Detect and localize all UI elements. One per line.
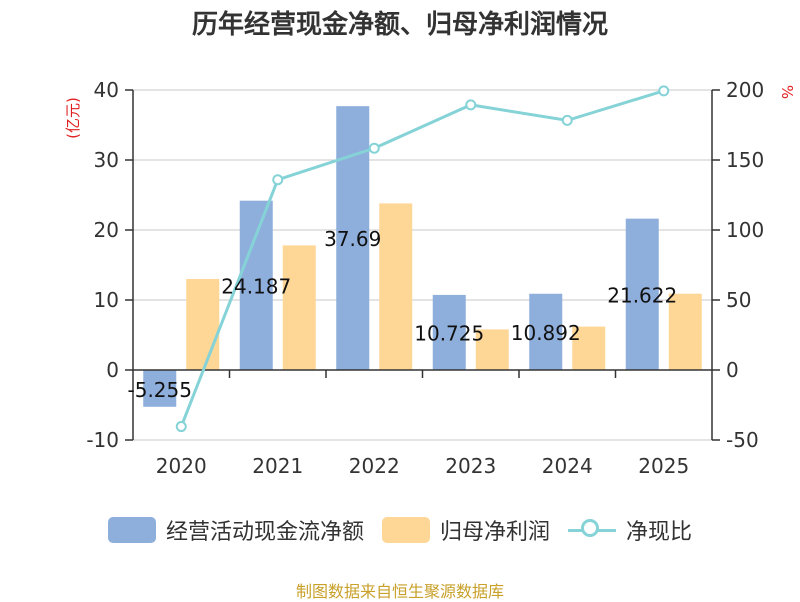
y-right-axis-label: % (778, 85, 796, 99)
data-label-cashflow: 21.622 (607, 283, 677, 307)
point-ratio (272, 174, 284, 186)
y-right-tick-label: 200 (726, 78, 764, 102)
bar-netprofit (572, 326, 606, 370)
bar-cashflow (432, 294, 466, 370)
line-ratio (179, 89, 665, 428)
legend-item-netprofit[interactable]: 归母净利润 (381, 514, 550, 546)
legend-swatch-ratio (568, 517, 616, 543)
y-right-tick-label: 50 (726, 288, 751, 312)
point-ratio (658, 85, 670, 97)
x-tick-label: 2022 (349, 454, 400, 478)
legend-item-cashflow[interactable]: 经营活动现金流净额 (107, 514, 364, 546)
legend: 经营活动现金流净额 归母净利润 净现比 (0, 514, 800, 546)
legend-label-cashflow: 经营活动现金流净额 (165, 520, 364, 545)
y-left-tick-label: 0 (106, 358, 119, 382)
bar-netprofit (475, 329, 509, 370)
y-right-tick-label: 0 (726, 358, 739, 382)
data-label-cashflow: 10.725 (414, 321, 484, 345)
y-right-tick-label: 150 (726, 148, 764, 172)
data-label-cashflow: 37.69 (324, 227, 381, 251)
y-right-tick-label: 100 (726, 218, 764, 242)
x-tick-label: 2023 (445, 454, 496, 478)
bar-cashflow (143, 370, 177, 407)
legend-label-netprofit: 归母净利润 (439, 520, 550, 545)
x-tick-label: 2021 (252, 454, 303, 478)
data-label-cashflow: 24.187 (221, 274, 291, 298)
legend-item-ratio[interactable]: 净现比 (568, 514, 692, 546)
point-ratio (465, 99, 477, 111)
legend-swatch-cashflow (107, 517, 156, 543)
x-tick-label: 2024 (542, 454, 593, 478)
bar-cashflow (529, 293, 563, 370)
y-left-tick-label: 10 (94, 288, 119, 312)
y-right-tick-label: -50 (726, 428, 759, 452)
point-ratio (368, 142, 380, 154)
bar-netprofit (668, 293, 702, 370)
y-left-tick-label: 30 (94, 148, 119, 172)
x-tick-label: 2025 (638, 454, 689, 478)
y-left-tick-label: -10 (86, 428, 119, 452)
data-label-cashflow: 10.892 (511, 321, 581, 345)
source-note: 制图数据来自恒生聚源数据库 (295, 582, 504, 601)
y-left-tick-label: 20 (94, 218, 119, 242)
bar-netprofit (186, 279, 220, 370)
chart-title: 历年经营现金净额、归母净利润情况 (191, 10, 608, 40)
data-label-cashflow: -5.255 (128, 378, 192, 402)
bar-netprofit (379, 203, 413, 370)
legend-label-ratio: 净现比 (626, 520, 693, 545)
bar-cashflow (239, 200, 273, 370)
y-left-tick-label: 40 (94, 78, 119, 102)
point-ratio (561, 114, 573, 126)
y-left-axis-label: (亿元) (64, 97, 82, 139)
bar-cashflow (625, 218, 659, 370)
x-tick-label: 2020 (156, 454, 207, 478)
point-ratio (175, 421, 187, 433)
bar-netprofit (282, 245, 316, 370)
legend-swatch-netprofit (381, 517, 430, 543)
